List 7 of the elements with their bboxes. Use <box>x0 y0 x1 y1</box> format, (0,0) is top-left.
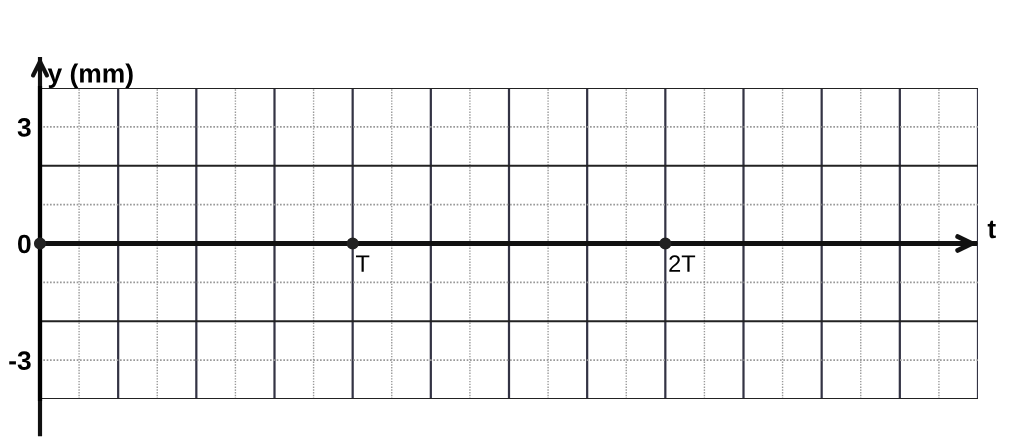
y-tick-label: 0 <box>18 234 31 254</box>
x-tick-label: T <box>355 255 370 272</box>
x-axis-title: t <box>987 220 996 239</box>
y-tick-label: -3 <box>9 351 31 370</box>
y-axis-title: y (mm) <box>47 63 133 88</box>
x-tick-label: 2T <box>669 255 696 272</box>
y-tick-label: 3 <box>17 118 31 137</box>
